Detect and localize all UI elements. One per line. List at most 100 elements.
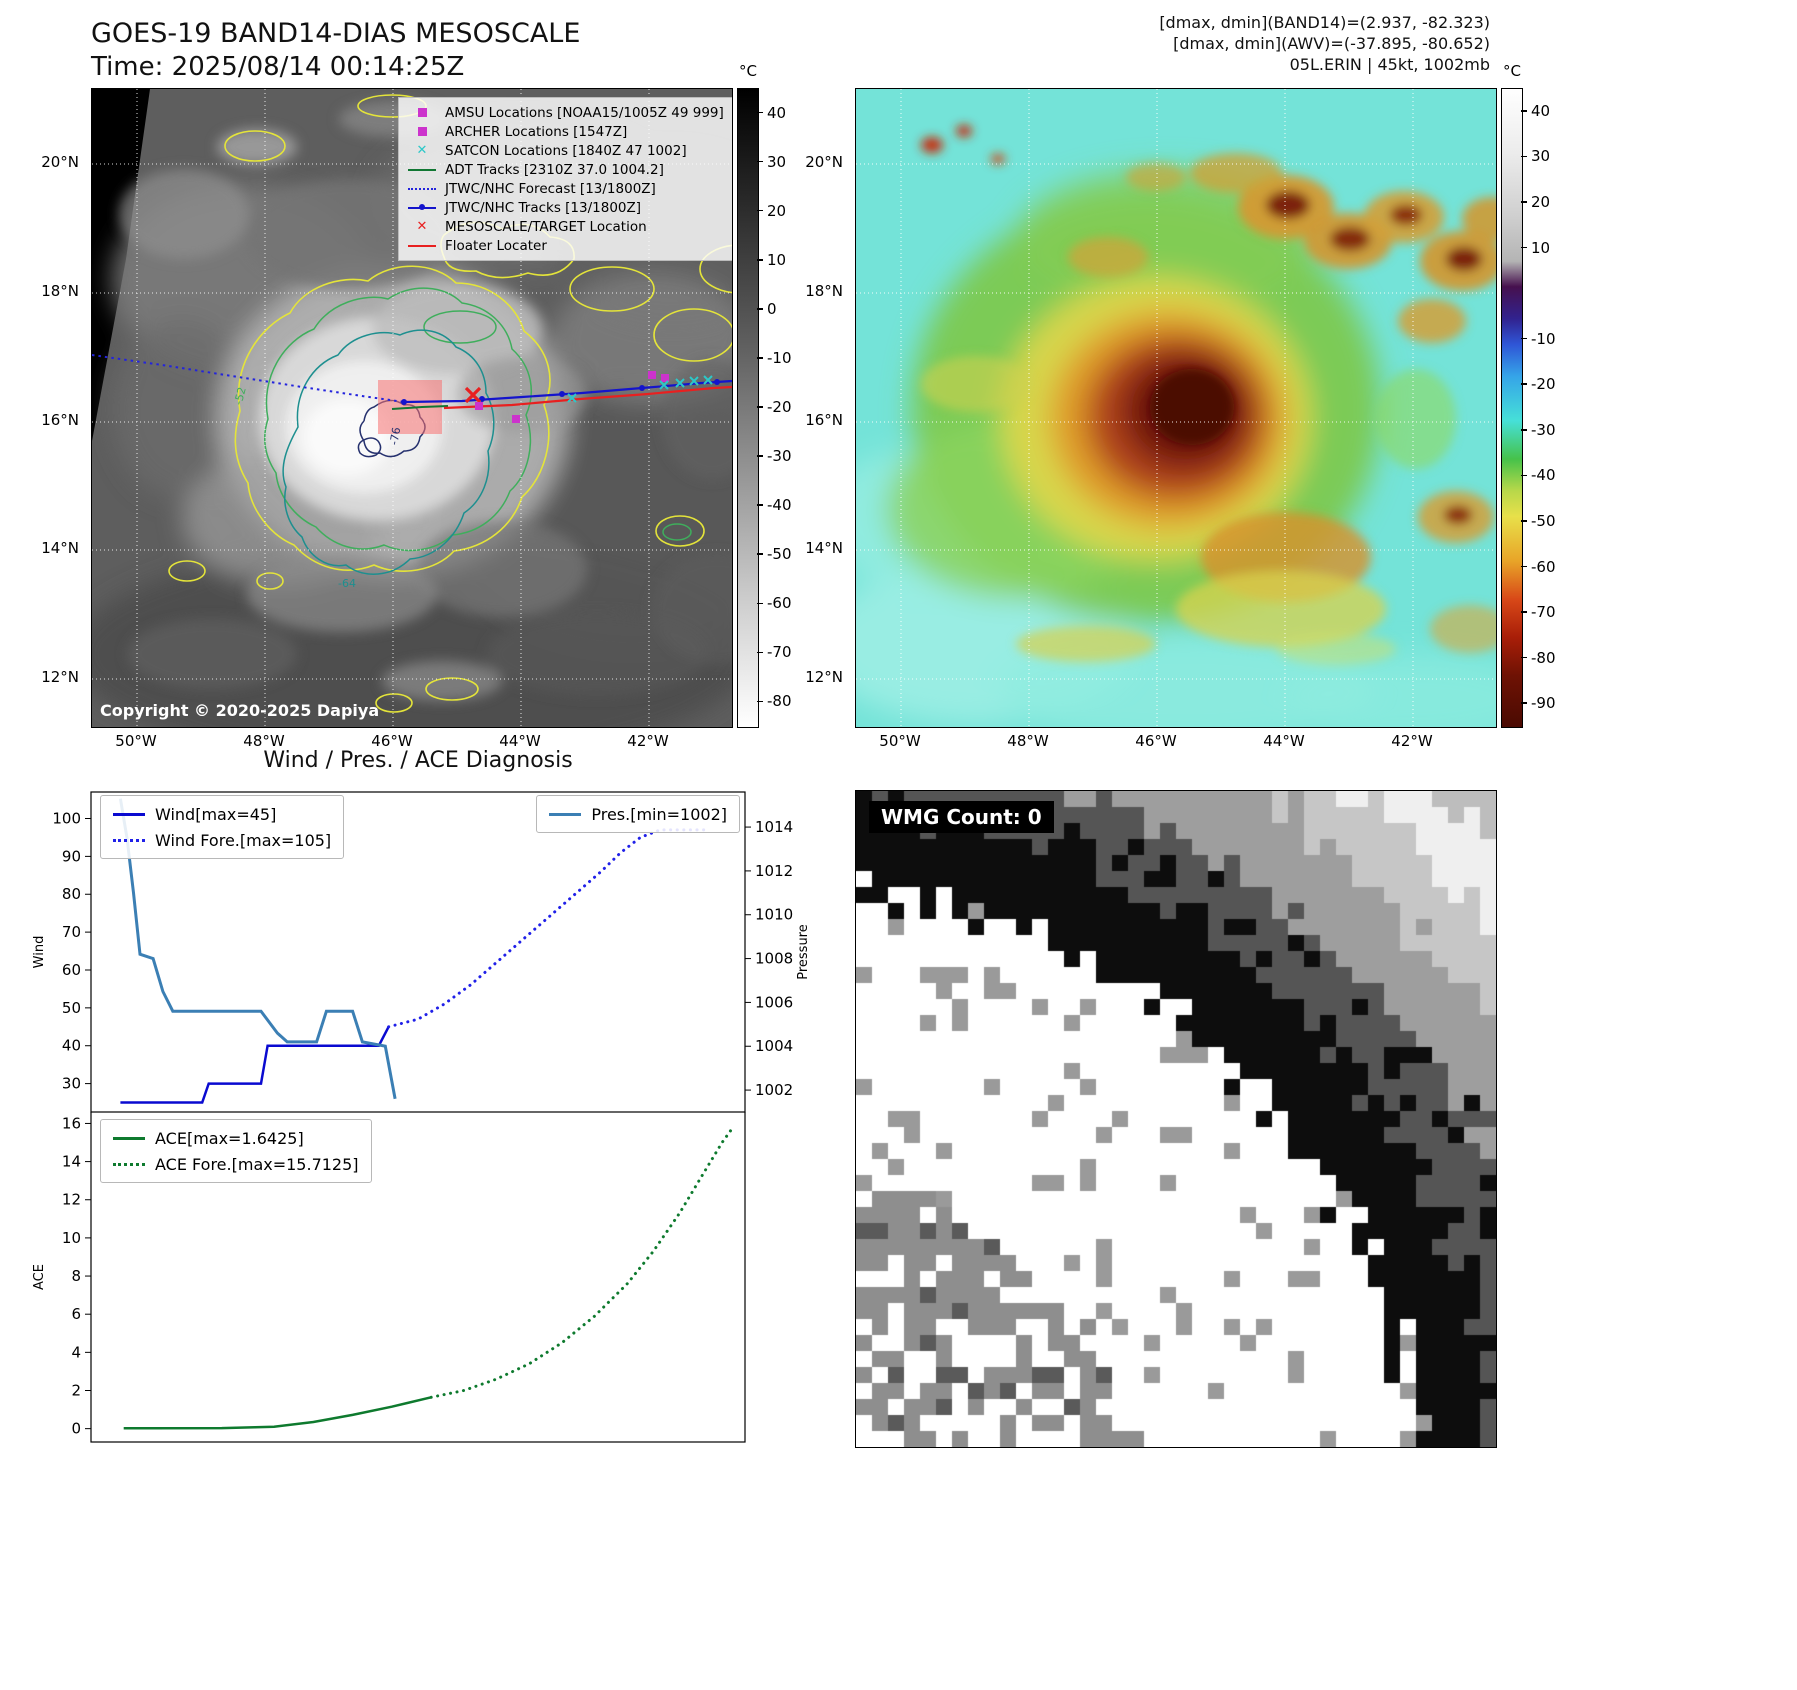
dotted-legend-marker (407, 187, 437, 190)
colorbar-tick-label: -90 (1531, 694, 1556, 713)
legend-square (417, 108, 427, 117)
colorbar-tick-label: 0 (767, 299, 777, 318)
y2-axis-label: Pressure (796, 924, 811, 980)
lat-tick-label: 18°N (41, 282, 79, 300)
y2-tick-label: 1002 (755, 1081, 793, 1099)
colorbar-tick-label: -30 (767, 447, 792, 466)
legend-label: Wind Fore.[max=105] (155, 830, 332, 850)
y2-tick-label: 1012 (755, 862, 793, 880)
colorbar-tick-label: -10 (767, 348, 792, 367)
legend-label: Wind[max=45] (155, 804, 277, 824)
band14-title: GOES-19 BAND14-DIAS MESOSCALE (91, 18, 581, 49)
awv-lon-axis: 50°W 48°W 46°W 44°W 42°W (855, 732, 1495, 756)
legend-line-dot (419, 204, 425, 210)
lon-tick-label: 48°W (1007, 732, 1049, 750)
contour-label-76: -76 (387, 426, 403, 446)
adt-track-line (391, 405, 449, 410)
colorbar-tick-label: 10 (1531, 238, 1551, 257)
dmax-dmin-awv: [dmax, dmin](AWV)=(-37.895, -80.652) (1173, 34, 1490, 53)
wmg-panel: WMG Count: 0 (855, 790, 1497, 1448)
y-tick-label: 12 (62, 1191, 81, 1209)
legend-label: ADT Tracks [2310Z 37.0 1004.2] (445, 161, 664, 178)
y-tick-label: 70 (62, 923, 81, 941)
y-tick-label: 30 (62, 1075, 81, 1093)
legend-item: Pres.[min=1002] (549, 801, 727, 827)
colorbar-tick-label: 40 (1531, 101, 1551, 120)
y-tick-label: 16 (62, 1114, 81, 1132)
ace-chart: 0 2 4 6 8 10 12 14 16 ACE (32, 1112, 746, 1443)
lat-tick-label: 12°N (41, 668, 79, 686)
legend-dotted-line (113, 1162, 145, 1166)
series-ace-fore- (429, 1127, 734, 1399)
awv-header: [dmax, dmin](BAND14)=(2.937, -82.323) [d… (1050, 12, 1490, 75)
legend-square (417, 127, 427, 136)
square-legend-marker (407, 127, 437, 136)
colorbar-tick-label: 20 (1531, 192, 1551, 211)
colorbar-tick-label: -40 (767, 496, 792, 515)
satcon-markers (567, 375, 713, 403)
band14-colorbar-unit: °C (739, 62, 757, 80)
awv-lat-axis: 20°N 18°N 16°N 14°N 12°N (789, 88, 849, 726)
legend-label: Floater Locater (445, 237, 547, 254)
contour-label-52: -52 (232, 386, 249, 407)
colorbar-tick-label: -30 (1531, 420, 1556, 439)
awv-cloud-field (856, 169, 1496, 727)
legend-item: Floater Locater (407, 236, 732, 255)
lat-tick-label: 12°N (805, 668, 843, 686)
jtwc-forecast-line (92, 354, 405, 403)
lat-tick-label: 18°N (805, 282, 843, 300)
awv-map-gridlines (856, 89, 1496, 727)
y-tick-label: 100 (52, 810, 81, 828)
legend-item: ACE Fore.[max=15.7125] (113, 1151, 359, 1177)
amsu-archer-markers (475, 371, 669, 423)
legend-solid-line (113, 812, 145, 816)
colorbar-tick-label: 30 (1531, 147, 1551, 166)
lat-tick-label: 16°N (805, 411, 843, 429)
series-pres- (118, 798, 397, 1100)
legend-label: SATCON Locations [1840Z 47 1002] (445, 142, 687, 159)
legend-label: ARCHER Locations [1547Z] (445, 123, 628, 140)
legend-label: ACE[max=1.6425] (155, 1128, 304, 1148)
legend-label: Pres.[min=1002] (591, 804, 727, 824)
legend-item: ✕ SATCON Locations [1840Z 47 1002] (407, 141, 732, 160)
y-tick-label: 80 (62, 885, 81, 903)
legend-item: ✕ MESOSCALE/TARGET Location (407, 217, 732, 236)
contour-yellow (168, 94, 732, 713)
x-legend-marker: ✕ (416, 219, 428, 234)
lon-tick-label: 44°W (1263, 732, 1305, 750)
lon-tick-label: 46°W (1135, 732, 1177, 750)
legend-item: ACE[max=1.6425] (113, 1125, 359, 1151)
band14-colorbar (737, 88, 759, 728)
awv-satellite-image (856, 89, 1496, 727)
y2-tick-label: 1014 (755, 818, 793, 836)
colorbar-tick-label: 10 (767, 250, 787, 269)
awv-cloud-detail (921, 125, 1496, 665)
y-tick-label: 14 (62, 1153, 81, 1171)
band14-map: -52 -64 -76 AMSU Locations [NOAA15/1005Z… (91, 88, 733, 728)
legend-item: JTWC/NHC Forecast [13/1800Z] (407, 179, 732, 198)
colorbar-tick-label: 30 (767, 152, 787, 171)
colorbar-tick-label: -80 (1531, 648, 1556, 667)
jtwc-track-points (401, 379, 720, 405)
y-axis-label: Wind (32, 936, 47, 969)
colorbar-tick-label: -60 (1531, 557, 1556, 576)
legend-line (408, 244, 436, 247)
wind-legend: Wind[max=45] Wind Fore.[max=105] (100, 795, 345, 859)
line-marker-legend-marker (407, 204, 437, 210)
colorbar-tick-label: 20 (767, 201, 787, 220)
y2-tick-label: 1008 (755, 950, 793, 968)
y2-tick-label: 1010 (755, 906, 793, 924)
legend-dotted-line (113, 838, 145, 842)
lat-tick-label: 14°N (805, 539, 843, 557)
y-tick-label: 4 (71, 1343, 81, 1361)
legend-item: JTWC/NHC Tracks [13/1800Z] (407, 198, 732, 217)
lon-tick-label: 50°W (879, 732, 921, 750)
colorbar-tick-label: -60 (767, 594, 792, 613)
copyright-text: Copyright © 2020-2025 Dapiya (100, 701, 380, 720)
y-tick-label: 50 (62, 999, 81, 1017)
dmax-dmin-band14: [dmax, dmin](BAND14)=(2.937, -82.323) (1159, 13, 1490, 32)
y-tick-label: 2 (71, 1381, 81, 1399)
colorbar-tick-label: -70 (1531, 603, 1556, 622)
target-x-marker (464, 386, 482, 404)
y-tick-label: 90 (62, 847, 81, 865)
